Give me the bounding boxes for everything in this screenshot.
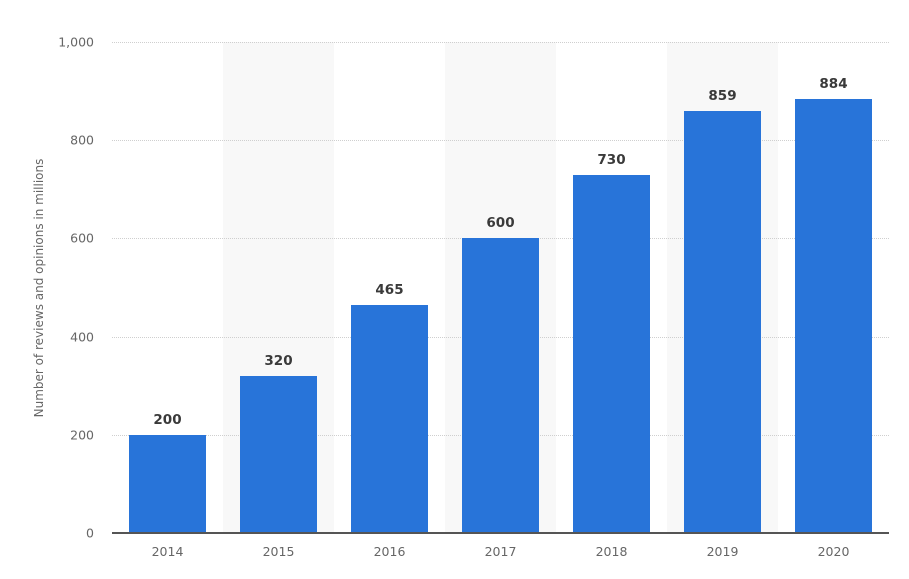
x-axis-line	[112, 532, 889, 534]
y-tick-label: 800	[70, 132, 94, 148]
bar-2018[interactable]	[573, 174, 650, 533]
x-tick-label: 2014	[151, 544, 184, 559]
data-label: 465	[375, 281, 404, 298]
bar-2014[interactable]	[129, 434, 206, 533]
x-tick-label: 2019	[706, 544, 739, 559]
x-tick-label: 2020	[817, 544, 850, 559]
bar-2019[interactable]	[684, 111, 761, 533]
data-label: 320	[264, 352, 293, 369]
gridline	[112, 140, 889, 142]
bar-2016[interactable]	[351, 304, 428, 533]
bar-2017[interactable]	[462, 238, 539, 533]
y-axis-label: Number of reviews and opinions in millio…	[32, 158, 46, 418]
y-tick-label: 600	[70, 230, 94, 246]
x-tick-label: 2017	[484, 544, 517, 559]
data-label: 884	[819, 75, 848, 92]
data-label: 859	[708, 88, 737, 105]
y-tick-label: 1,000	[58, 34, 94, 50]
y-tick-label: 200	[70, 427, 94, 443]
y-tick-label: 0	[86, 525, 94, 541]
data-label: 730	[597, 151, 626, 168]
bar-2015[interactable]	[240, 375, 317, 533]
data-label: 600	[486, 215, 515, 232]
x-tick-label: 2018	[595, 544, 628, 559]
y-tick-label: 400	[70, 329, 94, 345]
x-tick-label: 2016	[373, 544, 406, 559]
gridline	[112, 42, 889, 43]
bar-2020[interactable]	[795, 98, 872, 533]
data-label: 200	[153, 411, 182, 428]
x-tick-label: 2015	[262, 544, 295, 559]
